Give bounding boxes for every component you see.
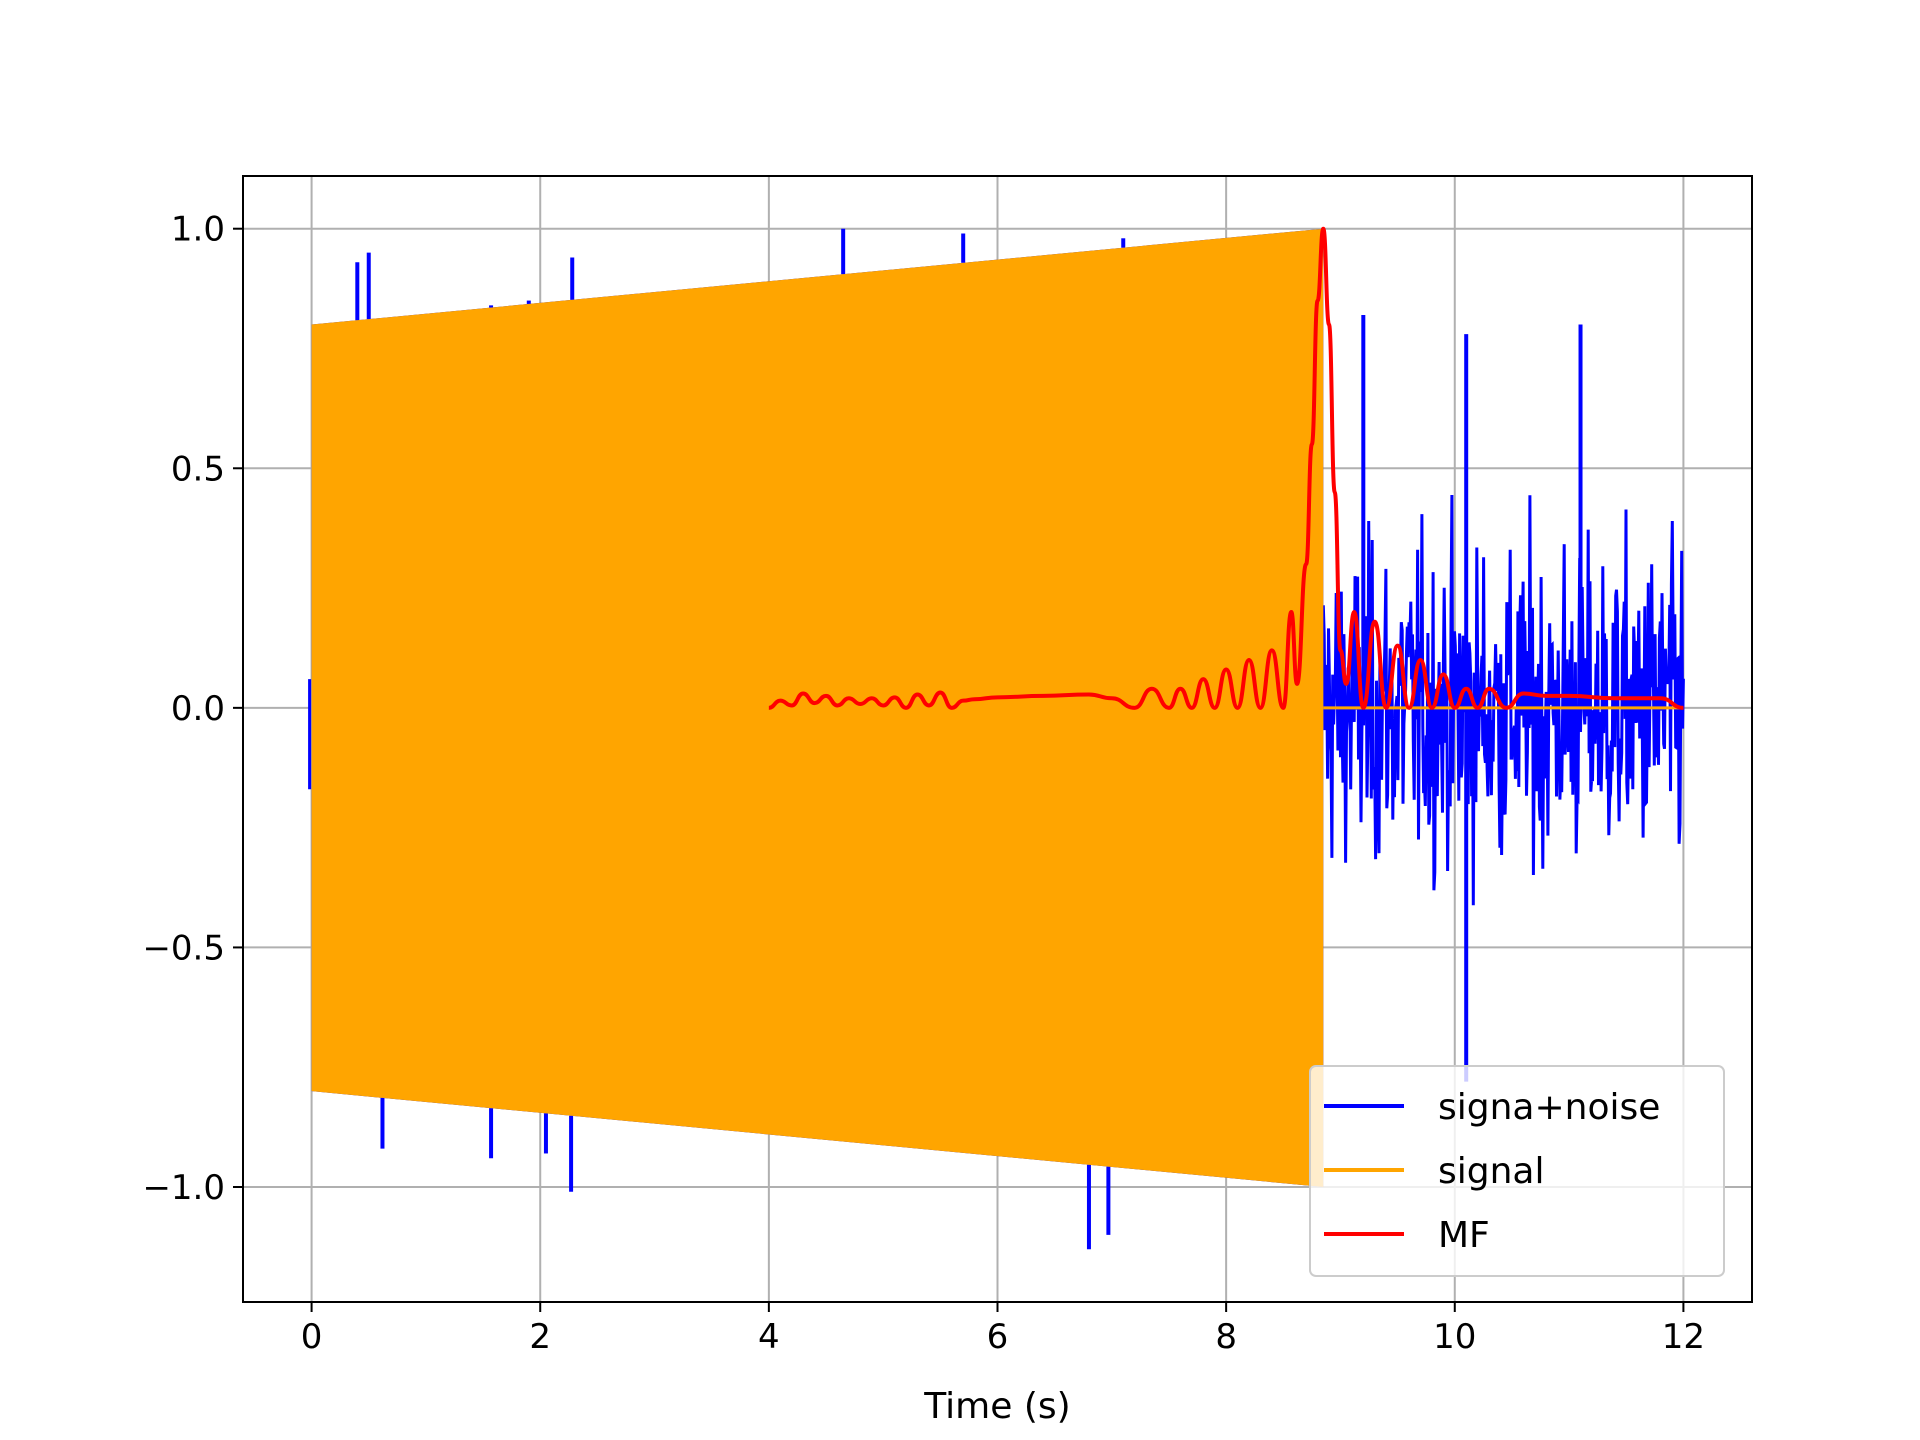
- x-tick-label: 6: [987, 1317, 1009, 1357]
- legend-label: signa+noise: [1438, 1087, 1660, 1128]
- x-tick-label: 12: [1662, 1317, 1705, 1357]
- x-axis-label: Time (s): [923, 1386, 1070, 1427]
- signal-envelope: [311, 228, 1324, 1188]
- legend-label: signal: [1438, 1151, 1545, 1192]
- x-tick-label: 8: [1215, 1317, 1237, 1357]
- y-tick-label: 0.0: [171, 689, 225, 729]
- y-tick-label: −1.0: [142, 1168, 225, 1208]
- y-tick-label: 1.0: [171, 210, 225, 250]
- y-tick-label: −0.5: [142, 928, 225, 968]
- legend: signa+noise signal MF: [1309, 1065, 1725, 1277]
- x-tick-label: 2: [529, 1317, 551, 1357]
- ticks: 0 2 4 6 8 10 12 −1.0 −0.5 0.0 0.5 1.0: [142, 210, 1705, 1357]
- y-tick-label: 0.5: [171, 449, 225, 489]
- mf-line: [768, 226, 1684, 710]
- x-tick-label: 0: [301, 1317, 323, 1357]
- legend-label: MF: [1438, 1215, 1490, 1256]
- series-mf: [768, 226, 1684, 710]
- legend-box: [1309, 1065, 1725, 1277]
- x-tick-label: 10: [1433, 1317, 1476, 1357]
- x-tick-label: 4: [758, 1317, 780, 1357]
